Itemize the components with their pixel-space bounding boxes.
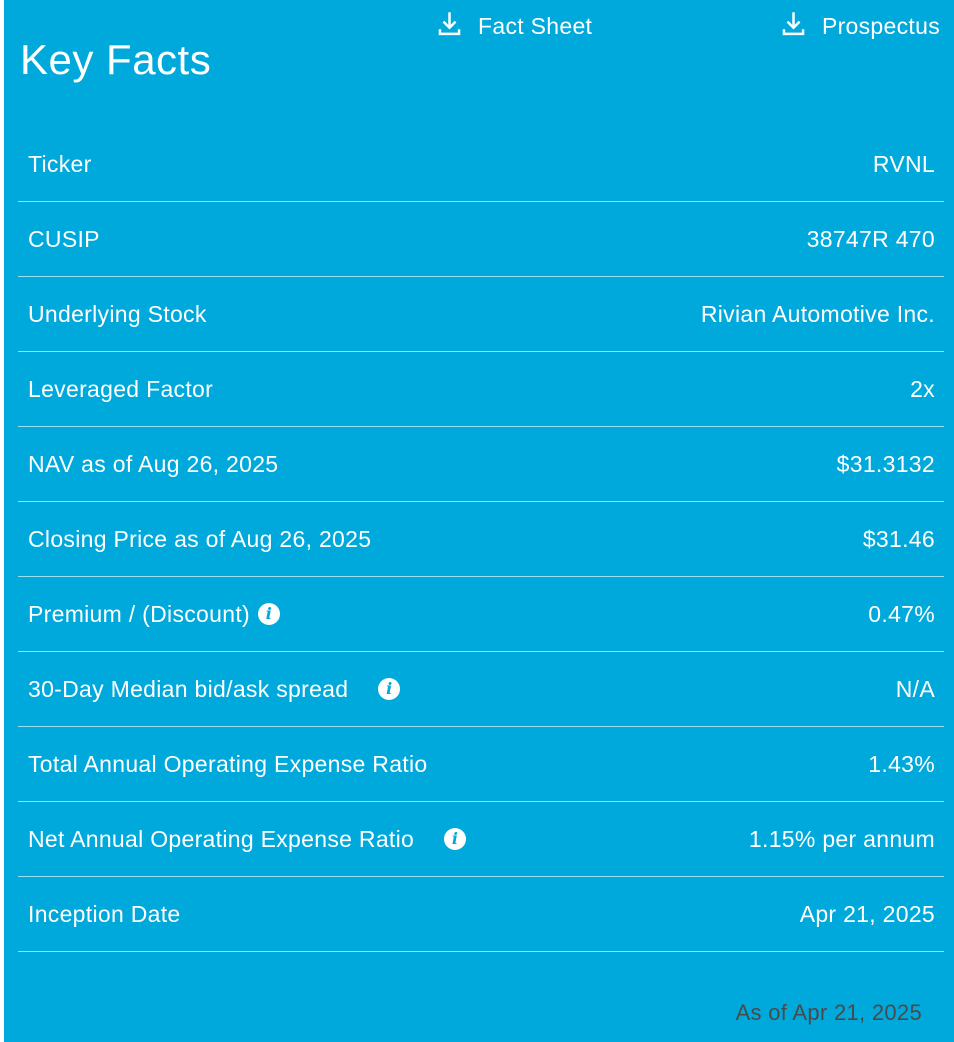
info-icon[interactable]: i [378,678,401,700]
as-of-date: As of Apr 21, 2025 [735,1000,922,1025]
prospectus-link[interactable]: Prospectus [780,8,940,44]
fact-sheet-link[interactable]: Fact Sheet [436,8,592,44]
facts-table: Ticker RVNL CUSIP 38747R 470 Underlying … [4,127,954,952]
fact-value: RVNL [872,150,935,177]
fact-label: 30-Day Median bid/ask spread [28,675,349,702]
fact-value: 1.43% [868,750,935,777]
fact-row-cusip: CUSIP 38747R 470 [18,202,944,277]
fact-row-nav: NAV as of Aug 26, 2025 $31.3132 [18,427,944,502]
fact-value: Apr 21, 2025 [799,900,935,927]
fact-value: 1.15% per annum [748,825,935,852]
fact-row-net-expense-ratio: Net Annual Operating Expense Ratio i 1.1… [18,802,944,877]
fact-value: N/A [895,675,935,702]
fact-label: Net Annual Operating Expense Ratio [28,825,415,852]
fact-row-total-expense-ratio: Total Annual Operating Expense Ratio 1.4… [18,727,944,802]
fact-row-closing-price: Closing Price as of Aug 26, 2025 $31.46 [18,502,944,577]
fact-row-underlying-stock: Underlying Stock Rivian Automotive Inc. [18,277,944,352]
fact-label: Closing Price as of Aug 26, 2025 [28,525,372,552]
fact-row-leveraged-factor: Leveraged Factor 2x [18,352,944,427]
fact-label: Inception Date [28,900,181,927]
fact-label: CUSIP [28,225,100,252]
download-icon [780,8,807,44]
prospectus-label: Prospectus [821,12,940,39]
fact-value: 38747R 470 [806,225,935,252]
fact-label: Total Annual Operating Expense Ratio [28,750,428,777]
fact-value: 0.47% [868,600,935,627]
fact-row-premium-discount: Premium / (Discount) i 0.47% [18,577,944,652]
fact-value: 2x [910,375,935,402]
page-title: Key Facts [20,36,212,83]
fact-label: Ticker [28,150,92,177]
fact-value: Rivian Automotive Inc. [700,300,935,327]
key-facts-panel: Fact Sheet Prospectus Key Facts Ticker R… [4,0,954,1042]
fact-row-bid-ask-spread: 30-Day Median bid/ask spread i N/A [18,652,944,727]
fact-row-ticker: Ticker RVNL [18,127,944,202]
fact-label: Premium / (Discount) [28,600,250,627]
fact-value: $31.3132 [836,450,935,477]
panel-header: Fact Sheet Prospectus Key Facts [4,0,954,127]
panel-footer: As of Apr 21, 2025 [4,952,954,1042]
info-icon[interactable]: i [257,603,280,625]
fact-value: $31.46 [862,525,935,552]
info-icon[interactable]: i [444,828,467,850]
download-icon [436,8,463,44]
fact-row-inception-date: Inception Date Apr 21, 2025 [18,877,944,952]
fact-sheet-label: Fact Sheet [478,12,593,39]
fact-label: NAV as of Aug 26, 2025 [28,450,279,477]
fact-label: Leveraged Factor [28,375,214,402]
fact-label: Underlying Stock [28,300,207,327]
